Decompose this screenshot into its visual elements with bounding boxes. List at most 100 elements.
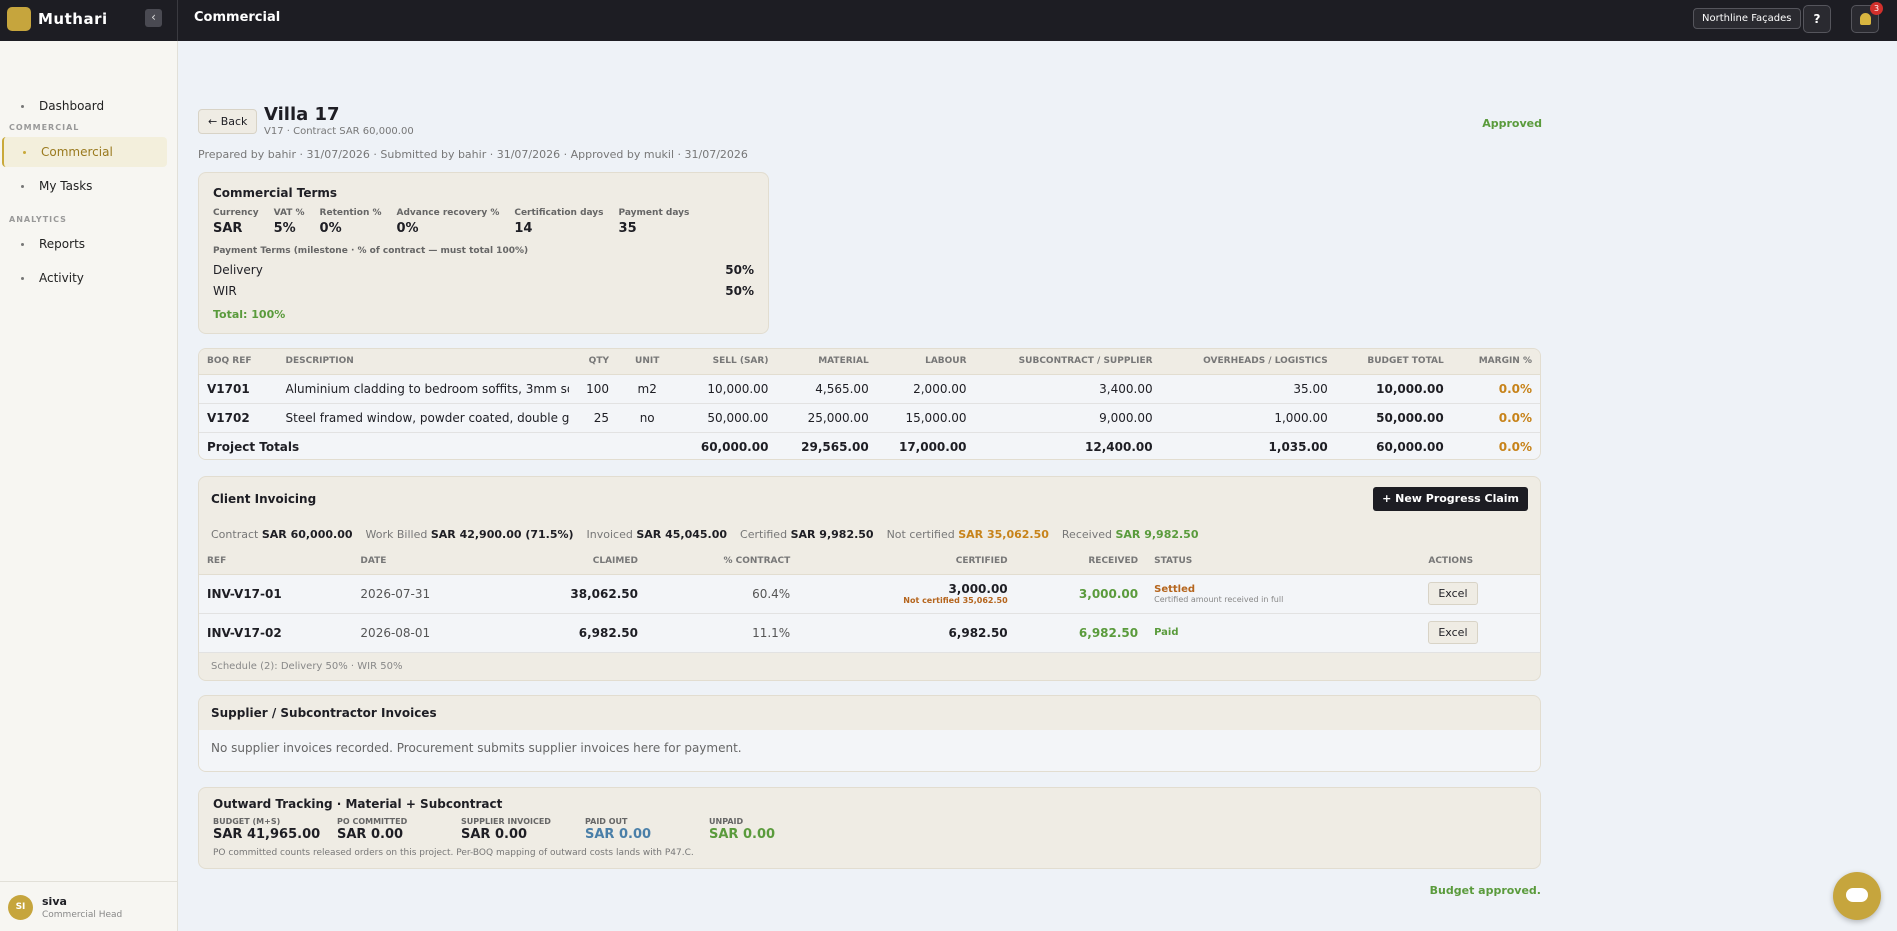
field-value: 5%	[273, 221, 296, 236]
field-label: UNPAID	[709, 817, 744, 826]
milestone-pct: 50%	[725, 263, 754, 277]
field: VAT % 5%	[274, 208, 305, 236]
field-label: Payment days	[618, 208, 690, 218]
milestone: WIR 50%	[213, 281, 754, 302]
cell: 3,000.00 Not certified 35,062.50	[798, 574, 1016, 614]
nav-item[interactable]: My Tasks	[2, 171, 167, 201]
nav-item[interactable]: Activity	[2, 263, 167, 293]
brand: Muthari	[38, 10, 108, 28]
help-button[interactable]: ?	[1803, 5, 1831, 33]
field-label: Certification days	[514, 208, 604, 218]
user-role: Commercial Head	[42, 910, 123, 920]
cell: INV-V17-02	[199, 613, 353, 653]
sidebar: Dashboard SI siva Commercial Head COMMER…	[0, 41, 178, 931]
certified-note: Not certified 35,062.50	[903, 596, 1008, 605]
outward-card: Outward Tracking · Material + Subcontrac…	[198, 787, 1541, 869]
cell: Steel framed window, powder coated, doub…	[277, 403, 569, 433]
column-header: DESCRIPTION	[277, 349, 569, 375]
status-note: Certified amount received in full	[1154, 594, 1284, 604]
prepared: Prepared by bahir · 31/07/2026 · Submitt…	[198, 148, 748, 161]
cell: 0.0%	[1451, 374, 1540, 404]
boq-table: BOQ REF DESCRIPTION QTY UNIT SELL (SAR) MATER…	[199, 349, 1540, 459]
chat-button[interactable]	[1833, 872, 1881, 920]
nav-item[interactable]: Commercial	[2, 137, 167, 167]
field-value: 0%	[319, 221, 342, 236]
field-label: PAID OUT	[585, 817, 628, 826]
cell: 17,000.00	[876, 432, 975, 459]
company-switch[interactable]: Northline Façades	[1693, 8, 1801, 29]
fields: Currency SAR VAT % 5% Retention % 0% Advance r…	[213, 208, 754, 236]
nav-item[interactable]: Dashboard	[2, 91, 167, 121]
cell: 2026-08-01	[352, 613, 509, 653]
excel-button[interactable]: Excel	[1428, 621, 1478, 644]
excel-button[interactable]: Excel	[1428, 582, 1478, 605]
cell: m2	[616, 374, 678, 404]
cell: 6,982.50	[508, 613, 646, 653]
cell: V1702	[199, 403, 278, 433]
brand-bar: Muthari ‹	[0, 0, 178, 41]
row: INV-V17-01 2026-07-31 38,062.50 60.4% 3,000.…	[199, 574, 1540, 614]
note: PO committed counts released orders on t…	[213, 848, 694, 858]
summary-value: SAR 9,982.50	[1115, 528, 1199, 541]
avatar: SI	[8, 895, 33, 920]
new-claim-button[interactable]: + New Progress Claim	[1373, 487, 1528, 511]
title: Villa 17	[264, 104, 340, 125]
column-header: SELL (SAR)	[677, 349, 777, 375]
schedule: Schedule (2): Delivery 50% · WIR 50%	[211, 661, 403, 672]
column-header: STATUS	[1146, 549, 1421, 575]
milestone-name: WIR	[213, 284, 237, 298]
cell: 3,000.00	[1015, 574, 1147, 614]
cell: V1701	[199, 374, 278, 404]
cell: Excel	[1420, 613, 1540, 653]
section-title: ANALYTICS	[9, 215, 67, 224]
field-label: PO COMMITTED	[337, 817, 408, 826]
column-header: ACTIONS	[1420, 549, 1540, 575]
field: PAID OUT SAR 0.00	[585, 817, 709, 842]
row: V1702 Steel framed window, powder coated,…	[199, 403, 1540, 433]
cell: 15,000.00	[876, 403, 975, 433]
summary-item: Not certified SAR 35,062.50	[887, 528, 1049, 541]
field-value: SAR 0.00	[585, 827, 652, 842]
summary-label: Contract	[211, 528, 259, 541]
field: BUDGET (M+S) SAR 41,965.00	[213, 817, 337, 842]
column-header: BUDGET TOTAL	[1335, 349, 1452, 375]
field-value: SAR 0.00	[709, 827, 776, 842]
header-row: REF DATE CLAIMED% CONTRACT CERTIFIED RECEIVE…	[199, 549, 1540, 575]
field: Payment days 35	[619, 208, 690, 236]
field-label: VAT %	[273, 208, 305, 218]
status: Paid	[1154, 627, 1179, 638]
nav-item[interactable]: Reports	[2, 229, 167, 259]
summary-item: Contract SAR 60,000.00	[211, 528, 353, 541]
label: Payment Terms (milestone · % of contract…	[213, 246, 529, 256]
row: INV-V17-02 2026-08-01 6,982.50 11.1% 6,982.5…	[199, 613, 1540, 653]
summary-value: SAR 60,000.00	[261, 528, 353, 541]
cell: 11.1%	[645, 613, 799, 653]
terms-card: Commercial Terms Currency SAR VAT % 5% Reten…	[198, 172, 769, 334]
back-button[interactable]: ← Back	[198, 109, 258, 134]
cell: 60.4%	[645, 574, 799, 614]
summary-item: Work Billed SAR 42,900.00 (71.5%)	[366, 528, 574, 541]
cell: INV-V17-01	[199, 574, 353, 614]
cell: 6,982.50	[798, 613, 1016, 653]
milestone-pct: 50%	[725, 284, 754, 298]
field-label: BUDGET (M+S)	[213, 817, 281, 826]
field-label: Retention %	[319, 208, 382, 218]
notifications[interactable]: 3	[1851, 2, 1883, 33]
cell: Paid	[1146, 613, 1421, 653]
field: PO COMMITTED SAR 0.00	[337, 817, 461, 842]
user[interactable]: SI siva Commercial Head	[0, 881, 177, 931]
cell: 0.0%	[1451, 403, 1540, 433]
milestone-name: Delivery	[213, 263, 263, 277]
boq-card: BOQ REF DESCRIPTION QTY UNIT SELL (SAR) MATER…	[198, 348, 1541, 460]
column-header: DATE	[352, 549, 509, 575]
milestones: Delivery 50% WIR 50%	[213, 260, 754, 302]
cell: 1,035.00	[1160, 432, 1336, 459]
certified: 3,000.00	[948, 582, 1008, 596]
subtitle: V17 · Contract SAR 60,000.00	[264, 126, 414, 137]
cell: 35.00	[1160, 374, 1336, 404]
cell: 100	[568, 374, 617, 404]
collapse-button[interactable]: ‹	[145, 9, 162, 27]
cell: 2026-07-31	[352, 574, 509, 614]
summary-value: SAR 42,900.00 (71.5%)	[430, 528, 574, 541]
cell: 12,400.00	[974, 432, 1161, 459]
